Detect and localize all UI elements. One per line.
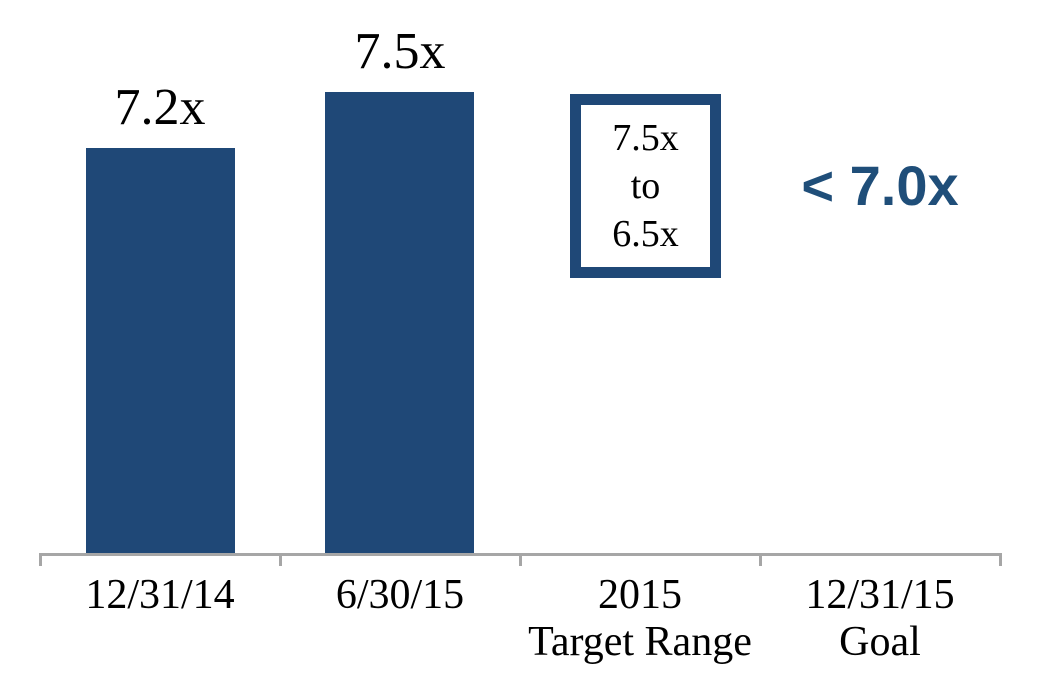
x-axis-tick (39, 553, 42, 566)
x-axis-label-line: Goal (839, 619, 921, 665)
bar-value-label-6-30-15: 7.5x (354, 23, 446, 80)
x-axis-label-12-31-15-goal: 12/31/15 Goal (760, 572, 1000, 666)
bar-12-31-14 (86, 148, 235, 554)
goal-annotation: < 7.0x (801, 154, 959, 217)
bar-6-30-15 (325, 92, 474, 554)
x-axis-label-line: 6/30/15 (335, 572, 465, 618)
x-axis-label-line: Target Range (528, 619, 752, 665)
target-range-connector: to (630, 165, 661, 207)
x-axis-tick (519, 553, 522, 566)
x-axis-label-line: 2015 (598, 572, 682, 618)
x-axis-label-line: 12/31/15 (805, 572, 955, 618)
x-axis-tick (999, 553, 1002, 566)
x-axis-label-12-31-14: 12/31/14 (40, 572, 280, 619)
x-axis-label-6-30-15: 6/30/15 (280, 572, 520, 619)
x-axis-tick (279, 553, 282, 566)
target-range-box: 7.5x to 6.5x (570, 94, 721, 278)
bar-value-label-12-31-14: 7.2x (114, 79, 206, 136)
x-axis-label-line: 12/31/14 (85, 572, 235, 618)
x-axis-tick (759, 553, 762, 566)
target-range-high: 7.5x (612, 117, 679, 159)
target-range-low: 6.5x (612, 213, 679, 255)
x-axis-label-2015-target-range: 2015 Target Range (520, 572, 760, 666)
